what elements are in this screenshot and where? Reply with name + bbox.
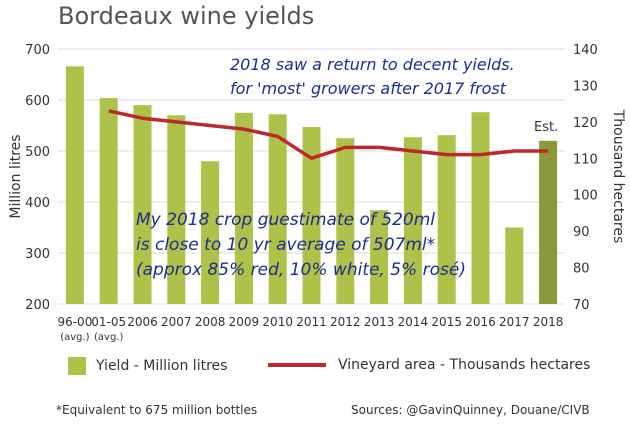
annotation-text: 2018 saw a return to decent yields. <box>230 55 515 74</box>
legend-item-yield: Yield - Million litres <box>68 357 227 375</box>
y-right-tick-label: 70 <box>573 298 590 313</box>
x-tick-label: 2018 <box>533 315 564 329</box>
x-tick-label: 2009 <box>229 315 260 329</box>
y-right-tick-label: 100 <box>573 189 598 204</box>
legend-label-area: Vineyard area - Thousands hectares <box>338 357 591 373</box>
bar <box>403 137 422 304</box>
y-right-tick-label: 130 <box>573 79 598 94</box>
sources: Sources: @GavinQuinney, Douane/CIVB <box>351 403 590 417</box>
legend-label-yield: Yield - Million litres <box>96 358 228 374</box>
y-right-tick-label: 120 <box>573 116 598 131</box>
annotation-text: is close to 10 yr average of 507ml* <box>136 235 435 255</box>
annotation-text: (approx 85% red, 10% white, 5% rosé) <box>136 260 466 280</box>
vineyard-area-line <box>108 109 549 161</box>
bar <box>471 112 490 305</box>
x-tick-label: 01-05 <box>91 315 126 329</box>
legend-item-area: Vineyard area - Thousands hectares <box>268 357 590 373</box>
y-right-axis-label: Thousand hectares <box>610 109 626 244</box>
x-tick-label: 2015 <box>431 315 462 329</box>
bar <box>65 66 84 304</box>
y-right-tick-label: 90 <box>573 225 590 240</box>
x-tick-label: 2006 <box>127 315 158 329</box>
bar <box>201 161 220 304</box>
y-tick-label: 600 <box>25 94 50 109</box>
bar <box>234 112 253 304</box>
x-tick-label: 2012 <box>330 315 361 329</box>
bar <box>99 97 118 305</box>
y-axis-label: Million litres <box>8 134 24 218</box>
x-tick-label: 96-00 <box>57 315 92 329</box>
y-tick-label: 200 <box>25 298 50 313</box>
x-tick-label: 2013 <box>364 315 395 329</box>
bar <box>539 140 558 304</box>
bar <box>167 115 186 304</box>
legend-swatch-bar <box>68 357 86 375</box>
x-tick-label: 2007 <box>161 315 192 329</box>
x-tick-label: (avg.) <box>60 332 89 343</box>
y-right-tick-label: 140 <box>573 43 598 58</box>
bar <box>437 135 456 304</box>
annotation-text: for 'most' growers after 2017 frost <box>230 79 507 98</box>
y-right-tick-label: 110 <box>573 152 598 167</box>
x-tick-label: 2014 <box>398 315 429 329</box>
x-tick-label: 2017 <box>499 315 530 329</box>
bar <box>302 127 321 304</box>
x-tick-label: 2016 <box>465 315 496 329</box>
legend-swatch-line <box>268 363 326 367</box>
y-tick-label: 400 <box>25 196 50 211</box>
bar <box>505 227 524 304</box>
x-tick-label: (avg.) <box>94 332 123 343</box>
y-right-tick-label: 80 <box>573 262 590 277</box>
chart-title: Bordeaux wine yields <box>58 2 315 30</box>
y-tick-label: 500 <box>25 145 50 160</box>
bar <box>370 210 389 304</box>
x-tick-label: 2010 <box>262 315 293 329</box>
annotation-text: My 2018 crop guestimate of 520ml <box>136 210 435 230</box>
bar <box>268 114 287 304</box>
estimate-label: Est. <box>534 120 558 135</box>
y-tick-label: 700 <box>25 43 50 58</box>
x-tick-label: 2011 <box>296 315 327 329</box>
footnote: *Equivalent to 675 million bottles <box>56 403 258 417</box>
bar <box>336 138 355 304</box>
x-tick-label: 2008 <box>195 315 226 329</box>
y-tick-label: 300 <box>25 247 50 262</box>
bar <box>133 105 152 304</box>
